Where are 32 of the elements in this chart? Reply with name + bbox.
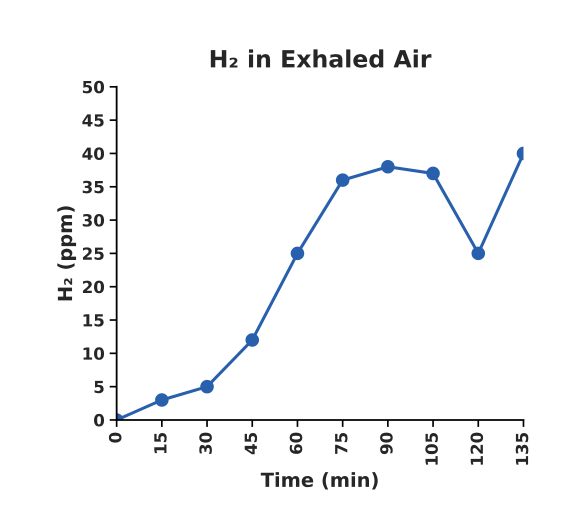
y-tick-label: 50: [82, 80, 104, 94]
x-tick-label: 105: [425, 432, 438, 465]
point: [472, 246, 486, 260]
x-tick-label: 135: [516, 432, 528, 465]
x-tick-label: 0: [108, 432, 122, 443]
x-tick-label: 45: [244, 432, 258, 454]
y-tick-label: 5: [94, 380, 104, 394]
y-tick-label: 45: [82, 114, 104, 127]
x-tick-label: 90: [380, 432, 393, 454]
x-axis-title: Time (min): [260, 472, 378, 490]
point: [200, 380, 214, 394]
y-tick-label: 15: [84, 314, 104, 327]
y-axis-title: H₂ (ppm): [57, 206, 76, 300]
y-tick-label: 10: [84, 347, 104, 360]
point: [155, 393, 169, 407]
point: [426, 166, 440, 180]
point: [245, 333, 260, 347]
x-tick-label: 30: [199, 432, 212, 454]
x-tick-label: 15: [154, 432, 167, 454]
y-tick-label: 0: [94, 414, 104, 427]
point: [381, 160, 395, 174]
x-tick-label: 120: [470, 432, 484, 465]
y-tick-label: 30: [82, 214, 104, 227]
y-tick-label: 25: [82, 247, 104, 260]
point: [290, 246, 304, 260]
point: [336, 173, 350, 187]
y-tick-label: 40: [82, 147, 104, 160]
y-tick-label: 20: [82, 280, 104, 294]
y-tick-label: 35: [82, 180, 104, 194]
x-tick-label: 75: [335, 432, 348, 454]
chart-title: H₂ in Exhaled Air: [210, 49, 432, 68]
x-tick-label: 60: [290, 432, 302, 454]
